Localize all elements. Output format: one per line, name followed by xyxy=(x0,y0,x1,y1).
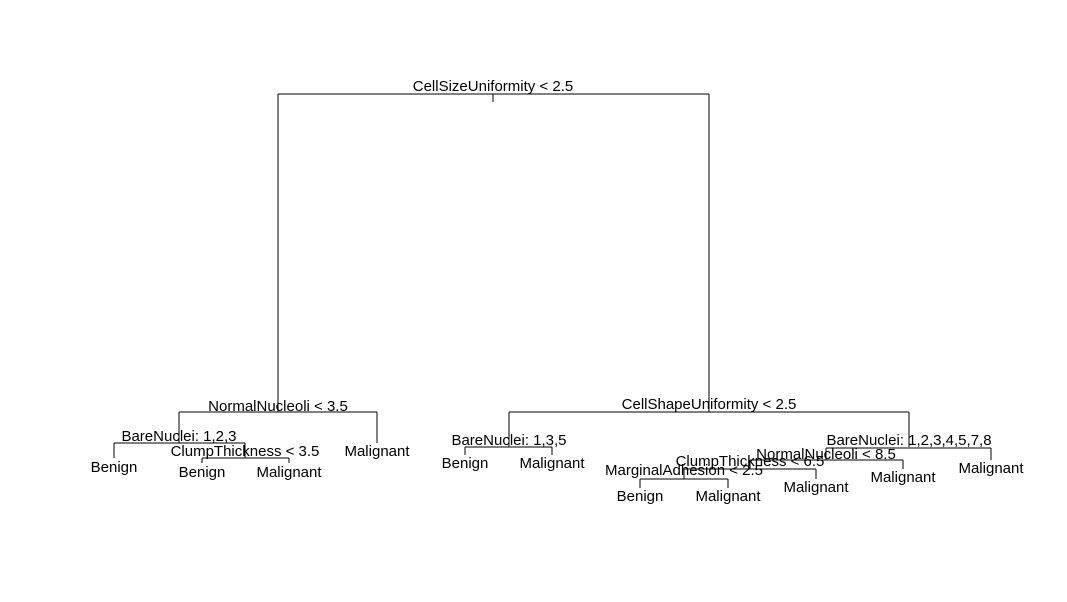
split-label: NormalNucleoli < 3.5 xyxy=(208,398,348,415)
leaf-label: Malignant xyxy=(256,464,322,481)
leaf-label: Malignant xyxy=(344,443,410,460)
split-normal-nucleoli-left: NormalNucleoli < 3.5 xyxy=(178,398,378,443)
split-bare-nuclei-right: BareNuclei: 1,2,3,4,5,7,8 xyxy=(825,432,992,460)
split-label: ClumpThickness < 6.5 xyxy=(676,453,825,470)
split-normal-nucleoli-right: NormalNucleoli < 8.5 xyxy=(749,446,904,469)
leaf-label: Benign xyxy=(617,488,664,505)
leaf-label: Malignant xyxy=(519,455,585,472)
leaf-label: Malignant xyxy=(870,469,936,486)
split-label: BareNuclei: 1,2,3 xyxy=(121,428,236,445)
leaf-label: Benign xyxy=(442,455,489,472)
leaf-label: Benign xyxy=(91,459,138,476)
split-bare-nuclei-mid: BareNuclei: 1,3,5 xyxy=(451,432,567,455)
split-label: BareNuclei: 1,2,3,4,5,7,8 xyxy=(826,432,991,449)
leaf-label: Benign xyxy=(179,464,226,481)
split-cell-shape-uniformity: CellShapeUniformity < 2.5 xyxy=(508,396,910,447)
split-clump-thickness-left: ClumpThickness < 3.5 xyxy=(171,443,320,463)
split-label: ClumpThickness < 3.5 xyxy=(171,443,320,460)
leaf-label: Malignant xyxy=(695,488,761,505)
split-label: CellSizeUniformity < 2.5 xyxy=(413,78,573,95)
split-root: CellSizeUniformity < 2.5 xyxy=(277,78,710,412)
split-label: NormalNucleoli < 8.5 xyxy=(756,446,896,463)
split-bare-nuclei-left: BareNuclei: 1,2,3 xyxy=(113,428,246,458)
split-label: BareNuclei: 1,3,5 xyxy=(451,432,566,449)
split-label: CellShapeUniformity < 2.5 xyxy=(622,396,797,413)
split-label: MarginalAdhesion < 2.5 xyxy=(605,462,763,479)
leaf-label: Malignant xyxy=(958,460,1024,477)
split-clump-thickness-right: ClumpThickness < 6.5 xyxy=(676,453,825,479)
split-marginal-adhesion: MarginalAdhesion < 2.5 xyxy=(605,462,763,488)
leaf-label: Malignant xyxy=(783,479,849,496)
